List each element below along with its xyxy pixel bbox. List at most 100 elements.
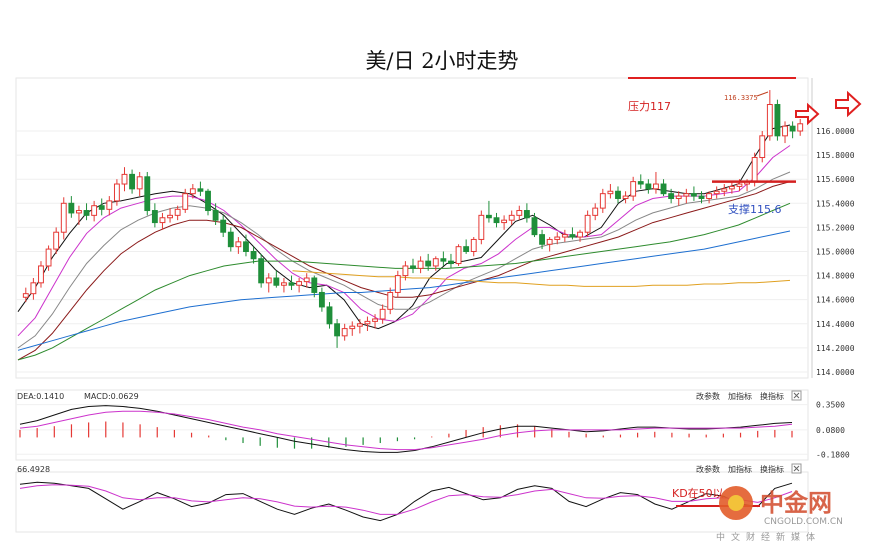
- candle-body: [455, 246, 462, 265]
- support-label: 支撑115.6: [728, 202, 782, 216]
- macd-line: [19, 405, 793, 453]
- candle-body: [531, 217, 538, 236]
- kd-value-label: 66.4928: [17, 465, 50, 474]
- candle-body: [364, 320, 371, 325]
- candle-body: [273, 277, 280, 286]
- candle-body: [599, 193, 606, 209]
- candle-body: [539, 234, 545, 245]
- candle-body: [281, 282, 287, 286]
- candle-body: [220, 219, 227, 233]
- y-tick-label: 114.6000: [816, 296, 855, 305]
- y-tick-label: 114.0000: [816, 368, 855, 377]
- candle-body: [334, 323, 341, 337]
- brand-logo-inner-icon: [728, 495, 744, 511]
- kd-line: [19, 481, 793, 522]
- candle-body: [615, 190, 621, 199]
- candle-body: [227, 231, 234, 248]
- moving-average-line: [17, 171, 791, 349]
- candle-body: [387, 291, 394, 310]
- candle-body: [402, 265, 409, 277]
- candle-body: [721, 188, 728, 192]
- candle-body: [751, 157, 758, 183]
- candle-body: [121, 173, 128, 185]
- candle-body: [243, 241, 249, 252]
- candle-body: [159, 217, 166, 224]
- y-tick-label: 115.6000: [816, 175, 855, 184]
- candle-body: [789, 125, 796, 132]
- indicator-button[interactable]: 改参数: [696, 391, 720, 401]
- candle-body: [653, 183, 659, 190]
- moving-average-line: [292, 270, 791, 287]
- candle-body: [554, 236, 561, 240]
- candle-body: [98, 205, 105, 210]
- candle-body: [76, 210, 82, 214]
- y-tick-label: 114.2000: [816, 344, 855, 353]
- candle-body: [675, 195, 682, 199]
- indicator-button[interactable]: 加指标: [728, 391, 752, 401]
- peak-price-label: 116.3375: [724, 94, 758, 102]
- candle-body: [706, 193, 713, 199]
- candle-body: [478, 214, 485, 240]
- moving-average-line: [17, 181, 791, 361]
- indicator-button[interactable]: 加指标: [728, 464, 752, 474]
- candle-body: [501, 219, 508, 224]
- candle-body: [106, 200, 113, 210]
- candle-body: [417, 260, 424, 269]
- candle-body: [690, 193, 697, 197]
- price-plot-area: [15, 77, 809, 379]
- y-tick-label: 115.0000: [816, 247, 855, 256]
- candle-body: [645, 183, 652, 190]
- macd-tick-label: 0.0800: [816, 426, 845, 435]
- candle-body: [425, 260, 432, 267]
- y-tick-label: 116.0000: [816, 127, 855, 136]
- y-tick-label: 115.8000: [816, 151, 855, 160]
- price-panel: 116.0000 115.8000 115.6000 115.4000 115.2000…: [15, 77, 855, 379]
- brand-name: 中金网: [760, 489, 832, 517]
- candle-body: [318, 291, 325, 308]
- indicator-button[interactable]: 换指标: [760, 464, 784, 474]
- candle-body: [782, 125, 788, 137]
- candle-body: [508, 214, 515, 221]
- macd-panel: 0.3500 0.0800 -0.1800 DEA:0.1410 MACD:0.0629…: [15, 389, 850, 461]
- candle-body: [774, 104, 781, 137]
- close-icon: [793, 392, 800, 399]
- brand-tagline: 中文财经新媒体: [716, 531, 821, 543]
- indicator-button[interactable]: 换指标: [760, 391, 784, 401]
- candle-body: [250, 250, 257, 260]
- candle-body: [630, 181, 637, 197]
- dea-label: DEA:0.1410: [17, 392, 64, 401]
- candle-body: [212, 210, 219, 221]
- candle-body: [60, 202, 67, 233]
- candle-body: [379, 308, 386, 320]
- watermark: 中金网 CNGOLD.COM.CN 中文财经新媒体: [716, 486, 843, 543]
- candle-body: [759, 135, 766, 159]
- brand-domain: CNGOLD.COM.CN: [764, 517, 843, 527]
- candle-body: [53, 231, 60, 250]
- candle-body: [493, 217, 500, 224]
- candle-body: [174, 208, 181, 216]
- candle-body: [45, 248, 52, 267]
- candle-body: [68, 202, 75, 214]
- candle-body: [766, 104, 773, 137]
- candle-body: [440, 258, 447, 262]
- candle-body: [523, 210, 530, 219]
- macd-plot-area: [15, 389, 809, 461]
- candle-body: [410, 265, 416, 269]
- candle-body: [713, 190, 720, 195]
- candle-body: [151, 210, 158, 224]
- kd-plot-area: [15, 471, 809, 533]
- y-tick-label: 115.2000: [816, 223, 855, 232]
- candle-body: [341, 328, 348, 337]
- candle-body: [311, 277, 318, 293]
- candle-body: [516, 210, 523, 216]
- candle-body: [129, 173, 136, 190]
- candle-body: [258, 258, 265, 284]
- candle-body: [592, 207, 599, 216]
- candle-body: [303, 277, 310, 283]
- resistance-label: 压力117: [628, 100, 671, 113]
- candle-body: [463, 246, 470, 252]
- macd-tick-label: -0.1800: [816, 450, 850, 459]
- candle-body: [736, 183, 743, 187]
- kd-note-label: KD在50以: [672, 487, 724, 500]
- indicator-button[interactable]: 改参数: [696, 464, 720, 474]
